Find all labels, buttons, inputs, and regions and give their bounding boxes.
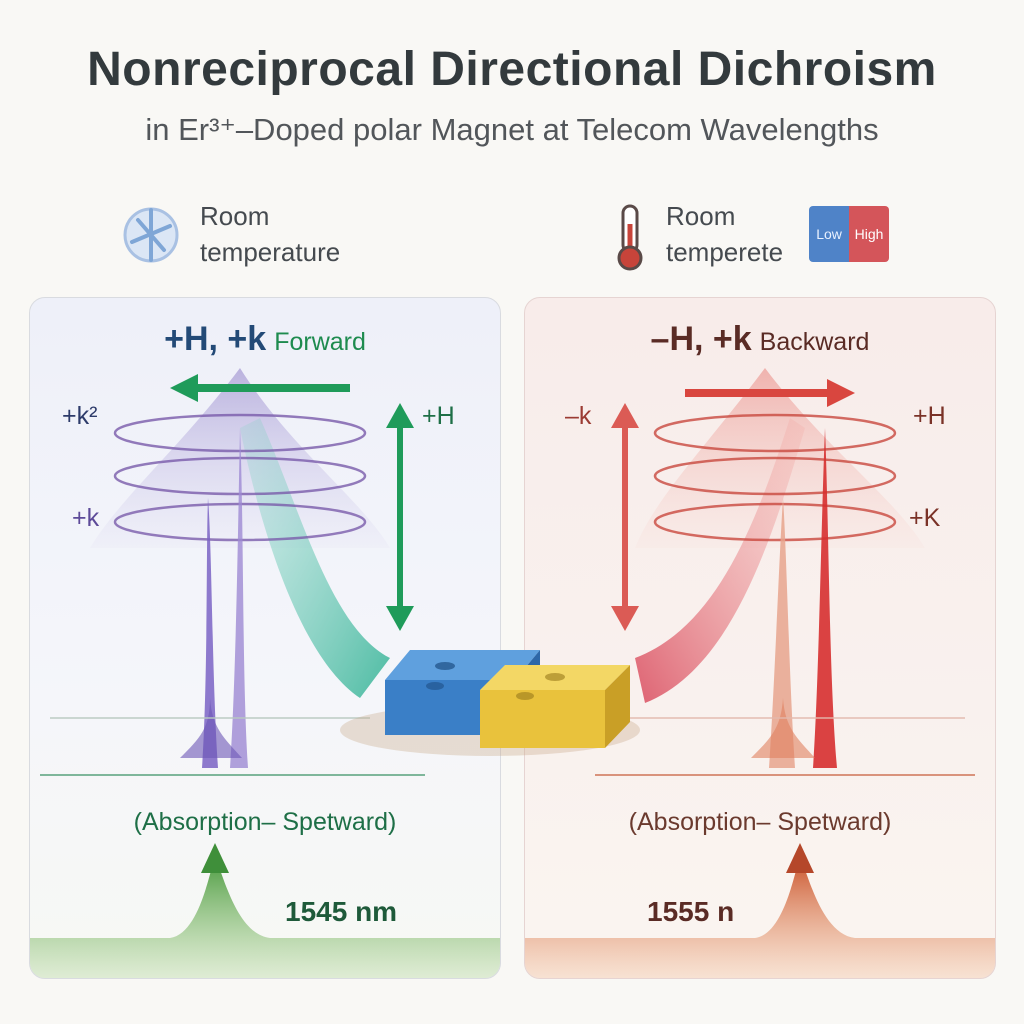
peak-marker-icon bbox=[201, 843, 229, 873]
snowflake-icon bbox=[118, 202, 184, 268]
label-h: +H bbox=[913, 402, 946, 430]
panel-backward-title: –H, +k Backward bbox=[525, 320, 995, 359]
absorption-spikes bbox=[180, 428, 248, 768]
header-left-line1: Room bbox=[200, 201, 270, 231]
absorption-spikes bbox=[751, 428, 837, 768]
magnetic-field-arrow bbox=[386, 403, 414, 631]
label-k-mid: +k bbox=[72, 504, 100, 532]
panel-forward: +H, +k Forward +k² +k +H (Absorption– Spe… bbox=[29, 297, 501, 979]
panel-backward-direction: Backward bbox=[759, 328, 870, 356]
page-subtitle: in Er³⁺–Doped polar Magnet at Telecom Wa… bbox=[145, 112, 879, 147]
forward-diagram bbox=[30, 368, 500, 978]
thermometer-icon bbox=[610, 202, 650, 271]
panel-forward-direction: Forward bbox=[274, 328, 366, 356]
spectrum-peak bbox=[30, 858, 500, 978]
panel-backward-caption: (Absorption– Spetward) bbox=[628, 808, 892, 836]
legend-low: Low bbox=[809, 206, 850, 262]
label-k-mid: +K bbox=[909, 504, 941, 532]
yellow-crystal-block bbox=[480, 665, 630, 748]
header-left-line2: temperature bbox=[200, 237, 341, 267]
peak-marker-icon bbox=[786, 843, 814, 873]
panel-forward-title: +H, +k Forward bbox=[30, 320, 500, 359]
panel-backward-wavelength: 1555 n bbox=[647, 896, 735, 927]
crystal-sample bbox=[340, 650, 640, 756]
panel-forward-wavelength: 1545 nm bbox=[285, 896, 398, 927]
label-k-top: –k bbox=[565, 402, 592, 430]
backward-diagram bbox=[525, 368, 995, 978]
header-right-line1: Room bbox=[666, 201, 736, 231]
polarization-helix bbox=[653, 413, 897, 542]
transmitted-beam bbox=[635, 418, 805, 703]
legend-high: High bbox=[849, 206, 890, 262]
page-title: Nonreciprocal Directional Dichroism bbox=[87, 43, 937, 96]
panel-backward-title-main: –H, +k bbox=[650, 320, 752, 358]
spectrum-peak bbox=[525, 858, 995, 978]
transmitted-beam bbox=[240, 418, 390, 698]
header-left: Room temperature bbox=[118, 198, 340, 270]
panel-forward-title-main: +H, +k bbox=[164, 320, 267, 358]
header-right: Room temperete Low High bbox=[610, 198, 890, 271]
temperature-legend: Low High bbox=[809, 206, 890, 262]
panel-backward: –H, +k Backward –k +K +H (Absorption– Spe… bbox=[524, 297, 996, 979]
label-h: +H bbox=[422, 402, 455, 430]
header-right-line2: temperete bbox=[666, 237, 784, 267]
panel-forward-caption: (Absorption– Spetward) bbox=[133, 808, 397, 836]
label-k-top: +k² bbox=[62, 402, 98, 430]
magnetic-field-arrow bbox=[611, 403, 639, 631]
